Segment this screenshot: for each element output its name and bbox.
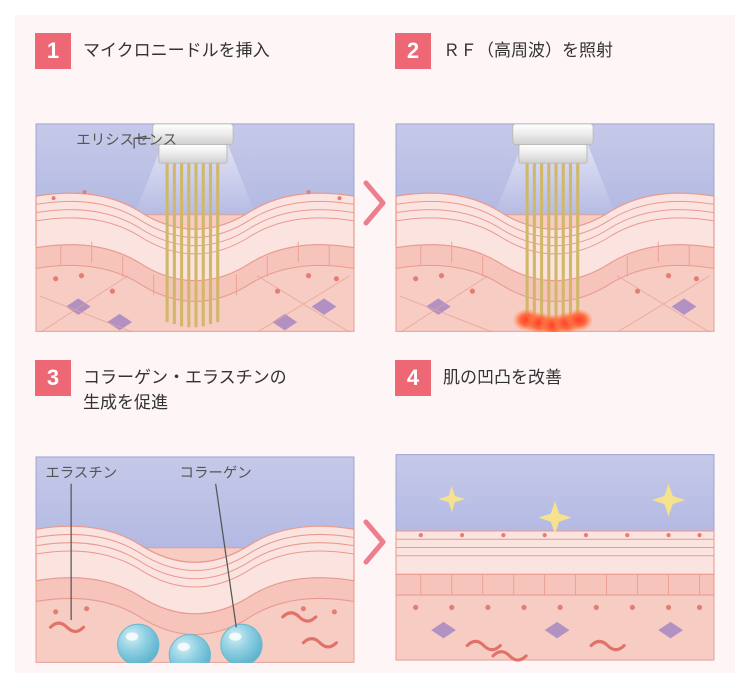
chevron-right-icon bbox=[363, 180, 387, 226]
step-1-annotation: エリシスセンス bbox=[76, 133, 177, 149]
arrow-2 bbox=[355, 360, 395, 663]
step-3-title: コラーゲン・エラスチンの 生成を促進 bbox=[83, 360, 287, 415]
step-3-annotation-left: エラスチン bbox=[45, 465, 117, 481]
step-4-badge: 4 bbox=[395, 360, 431, 396]
step-2-title: ＲＦ（高周波）を照射 bbox=[443, 33, 613, 64]
step-3-annotation-right: コラーゲン bbox=[180, 464, 252, 481]
arrow-1 bbox=[355, 33, 395, 332]
step-2-header: 2 ＲＦ（高周波）を照射 bbox=[395, 33, 715, 85]
step-4: 4 肌の凹凸を改善 bbox=[395, 360, 715, 663]
step-3-illustration: エラスチン コラーゲン bbox=[35, 426, 355, 663]
step-4-title: 肌の凹凸を改善 bbox=[443, 360, 562, 391]
step-2-illustration bbox=[395, 95, 715, 332]
step-1-illustration: エリシスセンス bbox=[35, 95, 355, 332]
step-1-header: 1 マイクロニードルを挿入 bbox=[35, 33, 355, 85]
step-4-header: 4 肌の凹凸を改善 bbox=[395, 360, 715, 412]
step-1: 1 マイクロニードルを挿入 bbox=[35, 33, 355, 332]
chevron-right-icon bbox=[363, 519, 387, 565]
infographic-container: 1 マイクロニードルを挿入 bbox=[15, 15, 735, 673]
grid: 1 マイクロニードルを挿入 bbox=[35, 33, 715, 655]
step-4-illustration bbox=[395, 422, 715, 663]
step-2: 2 ＲＦ（高周波）を照射 bbox=[395, 33, 715, 332]
step-1-title: マイクロニードルを挿入 bbox=[83, 33, 270, 64]
step-3-badge: 3 bbox=[35, 360, 71, 396]
step-3-header: 3 コラーゲン・エラスチンの 生成を促進 bbox=[35, 360, 355, 415]
step-3: 3 コラーゲン・エラスチンの 生成を促進 bbox=[35, 360, 355, 663]
step-2-badge: 2 bbox=[395, 33, 431, 69]
step-1-badge: 1 bbox=[35, 33, 71, 69]
